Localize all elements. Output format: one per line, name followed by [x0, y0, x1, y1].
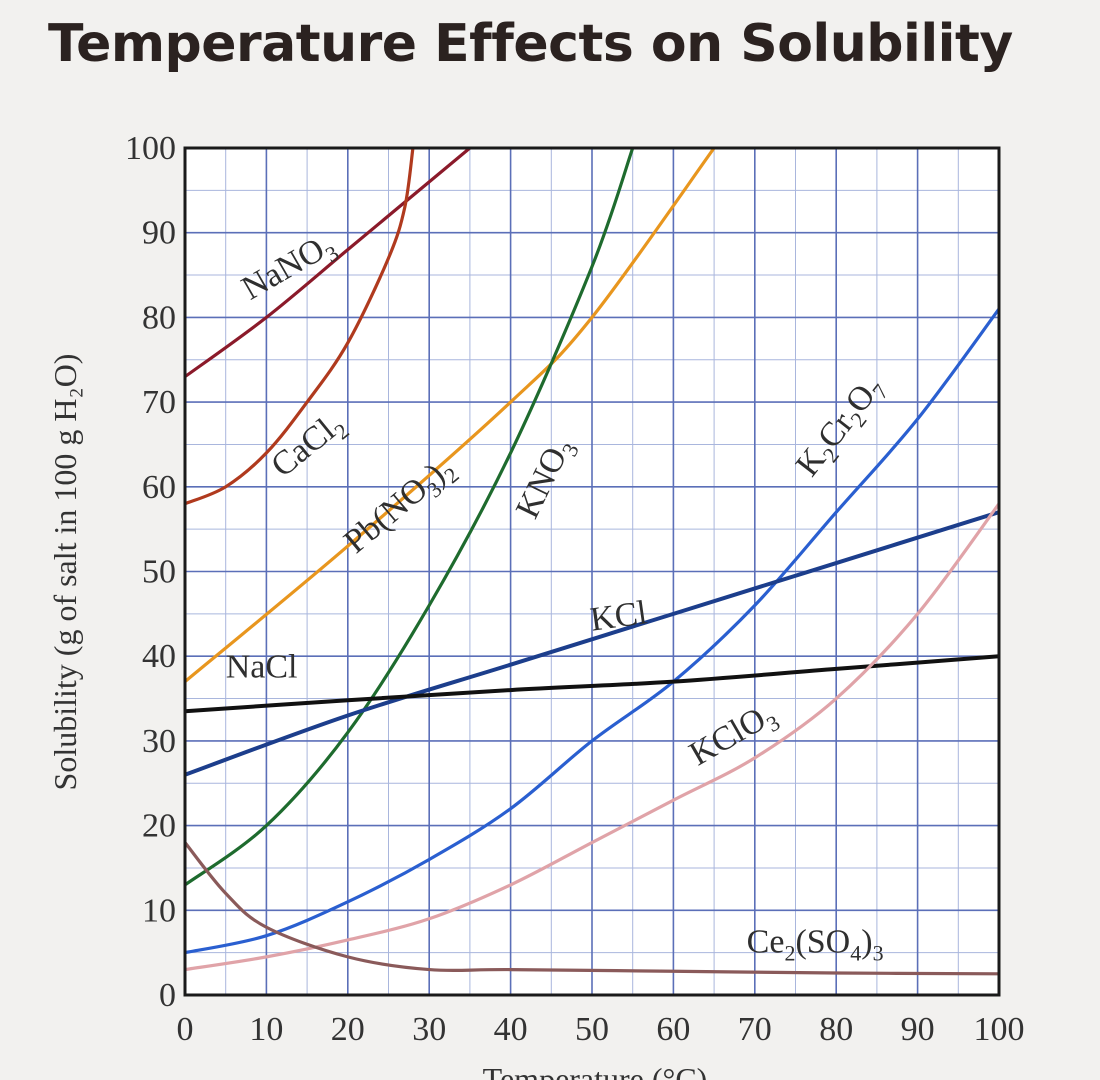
x-tick-label: 40 — [494, 1011, 528, 1048]
plot-frame — [183, 146, 1001, 997]
series-line-cacl2 — [185, 148, 415, 506]
y-tick-label: 100 — [125, 130, 176, 167]
x-tick-label: 80 — [819, 1011, 853, 1048]
y-tick-label: 50 — [142, 554, 176, 591]
y-tick-label: 30 — [142, 723, 176, 760]
x-tick-label: 0 — [177, 1011, 194, 1048]
y-tick-label: 60 — [142, 469, 176, 506]
tick-labels: 0 10 20 30 40 50 60 70 80 90 100 0 10 20 30 40 50 60 70 80 9… — [125, 130, 1025, 1048]
y-tick-label: 80 — [142, 299, 176, 336]
series-line-nacl — [185, 654, 999, 714]
series-lines — [185, 148, 999, 976]
x-tick-label: 20 — [331, 1011, 365, 1048]
x-tick-label: 10 — [249, 1011, 283, 1048]
series-label-ce2so43: Ce2(SO4)3 — [747, 924, 884, 966]
y-axis-title: Solubility (g of salt in 100 g H₂O) — [47, 354, 83, 791]
y-tick-label: 40 — [142, 638, 176, 675]
series-line-k2cr2o7 — [185, 307, 999, 955]
series-line-ce2so43 — [185, 840, 999, 976]
y-tick-label: 90 — [142, 215, 176, 252]
plot-area — [185, 148, 999, 976]
series-line-kclo3 — [185, 502, 999, 972]
series-line-nano3 — [185, 148, 472, 379]
x-tick-label: 60 — [656, 1011, 690, 1048]
x-tick-label: 30 — [412, 1011, 446, 1048]
y-tick-label: 70 — [142, 384, 176, 421]
x-axis-title: Temperature (°C) — [483, 1061, 708, 1080]
x-tick-label: 50 — [575, 1011, 609, 1048]
x-tick-label: 100 — [974, 1011, 1025, 1048]
y-tick-label: 20 — [142, 808, 176, 845]
page-title: Temperature Effects on Solubility — [48, 14, 1013, 74]
series-label-nacl: NaCl — [226, 648, 298, 685]
series-line-kno3 — [185, 148, 635, 887]
series-label-kcl: KCl — [588, 594, 649, 639]
x-tick-label: 70 — [738, 1011, 772, 1048]
y-tick-label: 10 — [142, 892, 176, 929]
y-tick-label: 0 — [159, 977, 176, 1014]
series-line-kcl — [185, 510, 999, 777]
series-line-pbno32 — [185, 148, 716, 684]
x-tick-label: 90 — [901, 1011, 935, 1048]
